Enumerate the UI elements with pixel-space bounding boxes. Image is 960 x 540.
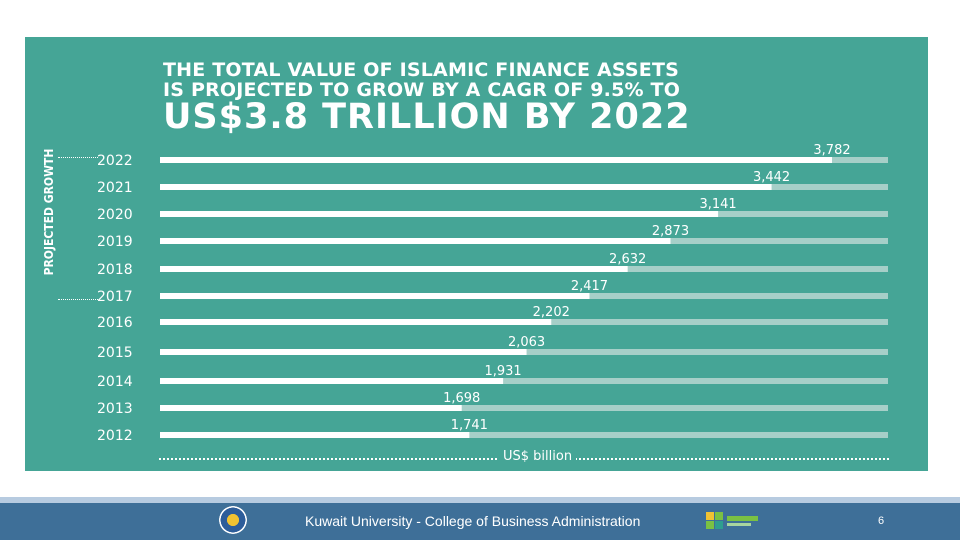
bar-2012 <box>160 432 470 438</box>
bar-2022 <box>160 157 832 163</box>
chart-panel: THE TOTAL VALUE OF ISLAMIC FINANCE ASSET… <box>25 37 928 471</box>
bar-2016 <box>160 319 552 325</box>
year-label-2017: 2017 <box>97 289 133 305</box>
bar-2015 <box>160 349 527 355</box>
x-axis-label: US$ billion <box>499 449 577 464</box>
year-label-2018: 2018 <box>97 262 133 278</box>
side-dotted-rule-bottom <box>58 299 98 300</box>
year-label-2022: 2022 <box>97 153 133 169</box>
value-label-2018: 2,632 <box>609 252 646 267</box>
kuwait-university-seal-icon <box>219 506 247 534</box>
year-label-2016: 2016 <box>97 315 133 331</box>
value-label-2020: 3,141 <box>699 197 736 212</box>
bar-2020 <box>160 211 719 217</box>
value-label-2017: 2,417 <box>571 279 608 294</box>
year-label-2021: 2021 <box>97 180 133 196</box>
side-dotted-rule-top <box>58 157 98 158</box>
bar-track-2013 <box>160 405 888 411</box>
bar-2019 <box>160 238 671 244</box>
value-label-2012: 1,741 <box>451 418 488 433</box>
year-label-2013: 2013 <box>97 401 133 417</box>
value-label-2019: 2,873 <box>652 224 689 239</box>
footer-text: Kuwait University - College of Business … <box>305 513 641 529</box>
footer-bar <box>0 503 960 540</box>
chart-title-line-3: US$3.8 TRILLION BY 2022 <box>163 97 691 137</box>
value-label-2021: 3,442 <box>753 170 790 185</box>
bar-2018 <box>160 266 628 272</box>
value-label-2013: 1,698 <box>443 391 480 406</box>
value-label-2014: 1,931 <box>484 364 521 379</box>
year-label-2014: 2014 <box>97 374 133 390</box>
college-logo-icon <box>706 512 758 529</box>
bar-2014 <box>160 378 504 384</box>
year-label-2019: 2019 <box>97 234 133 250</box>
chart-title-line-1: THE TOTAL VALUE OF ISLAMIC FINANCE ASSET… <box>163 59 680 81</box>
bar-2017 <box>160 293 590 299</box>
bar-track-2014 <box>160 378 888 384</box>
value-label-2016: 2,202 <box>533 305 570 320</box>
chart-title-line-2: IS PROJECTED TO GROW BY A CAGR OF 9.5% T… <box>163 79 681 101</box>
bar-2013 <box>160 405 462 411</box>
footer-accent-line <box>0 497 960 503</box>
year-label-2012: 2012 <box>97 428 133 444</box>
x-axis: US$ billion <box>159 449 889 465</box>
bar-2021 <box>160 184 772 190</box>
value-label-2022: 3,782 <box>813 143 850 158</box>
bar-track-2012 <box>160 432 888 438</box>
value-label-2015: 2,063 <box>508 335 545 350</box>
year-label-2020: 2020 <box>97 207 133 223</box>
page-number: 6 <box>878 515 885 527</box>
year-label-2015: 2015 <box>97 345 133 361</box>
